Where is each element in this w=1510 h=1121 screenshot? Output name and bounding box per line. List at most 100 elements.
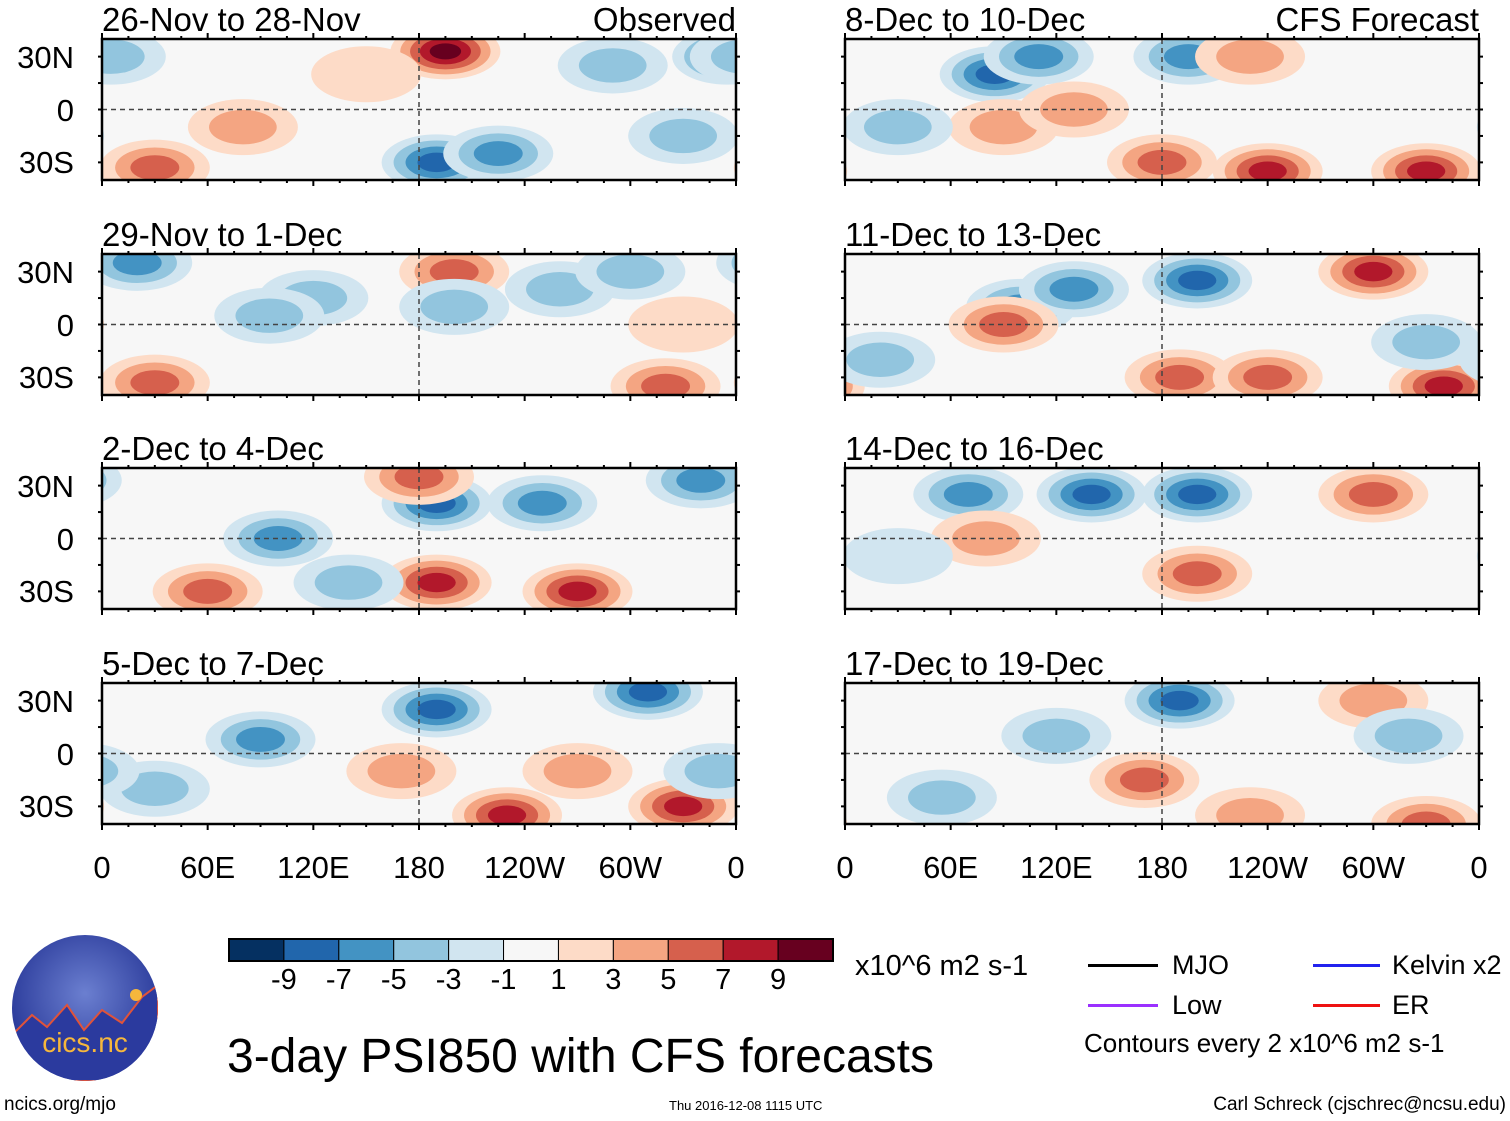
colorbar-label: 7 [715,964,732,996]
colorbar-units: x10^6 m2 s-1 [855,950,1029,982]
colorbar-swatch [448,938,505,962]
anomaly-contour [417,572,456,593]
anomaly-contour [1407,161,1446,180]
mjo-line-swatch [1088,964,1158,967]
anomaly-contour-wrap [752,804,831,844]
anomaly-contour [676,468,726,493]
anomaly-contour [487,805,527,824]
map-panel [761,33,1483,187]
anomaly-contour [311,46,422,103]
anomaly-contour [130,370,180,395]
anomaly-contour-wrap [845,334,848,350]
footer-url: ncics.org/mjo [4,1094,116,1115]
lon-label: 60W [598,850,663,885]
colorbar-label: -9 [271,964,297,996]
panel-title: 5-Dec to 7-Dec [102,645,324,682]
anomaly-contour [1022,718,1091,754]
lon-label: 180 [1136,850,1188,885]
anomaly-contour [429,259,479,285]
anomaly-contour-wrap [764,155,813,180]
colorbar-label: 9 [770,964,787,996]
anomaly-contour [420,289,489,325]
anomaly-contour [952,521,1020,556]
anomaly-contour-wrap [733,780,736,797]
legend-low: Low [1172,990,1222,1020]
footer-timestamp: Thu 2016-12-08 1115 UTC [669,1098,823,1113]
anomaly-contour-wrap [741,719,809,753]
map-panel [741,677,1483,844]
anomaly-contour [1178,484,1217,505]
anomaly-contour-wrap [761,155,823,187]
anomaly-contour-wrap [845,373,853,395]
lon-label: 180 [393,850,445,885]
anomaly-contour-wrap [733,374,736,391]
anomaly-contour [1374,718,1443,754]
lon-label: 60W [1341,850,1406,885]
colorbar-swatch [283,938,340,962]
lat-label: 30S [18,360,74,396]
lat-label: 30S [18,574,74,610]
anomaly-contour-wrap [1480,343,1510,377]
anomaly-contour [664,796,703,817]
lon-label: 0 [93,850,111,885]
colorbar-label: 3 [605,964,622,996]
panel-title: 14-Dec to 16-Dec [845,430,1104,467]
anomaly-contour-wrap [102,468,122,502]
colorbar-label: 5 [660,964,677,996]
anomaly-contour-wrap [845,163,848,179]
anomaly-contour [1424,376,1463,395]
anomaly-contour [1248,161,1287,180]
kelvin-line-swatch [1313,964,1380,967]
anomaly-contour-wrap [755,772,823,806]
anomaly-contour-wrap [747,250,796,275]
anomaly-contour [253,526,303,551]
legend-mjo: MJO [1172,950,1229,980]
anomaly-contour [979,312,1028,337]
mountain-icon [12,983,158,1081]
anomaly-contour [1137,149,1187,175]
lat-label: 0 [56,736,74,772]
lat-label: 30N [17,468,74,504]
anomaly-contour [102,39,145,74]
anomaly-contour [112,254,162,276]
anomaly-contour-wrap [733,159,736,176]
lon-label: 120W [484,850,566,885]
anomaly-contour [1216,797,1284,824]
anomaly-contour [473,141,523,167]
anomaly-contour [558,581,597,602]
lat-label: 0 [56,521,74,557]
colorbar-swatch [777,938,834,962]
anomaly-contour [943,481,993,507]
colorbar-swatch [393,938,450,962]
anomaly-contour [526,272,594,307]
logo-text: cics.nc [42,1027,128,1058]
cics-logo: cics.nc [12,935,158,1081]
anomaly-contour [578,48,647,83]
anomaly-contour [1243,364,1293,390]
anomaly-contour [517,490,567,516]
anomaly-contour-wrap [758,325,826,359]
anomaly-contour [684,753,736,789]
colorbar-label: -7 [325,964,352,996]
lat-label: 30N [17,683,74,719]
legend-er: ER [1392,990,1430,1020]
anomaly-contour [209,109,277,145]
panel-title: 8-Dec to 10-Dec [845,1,1086,38]
panel-title: 2-Dec to 4-Dec [102,430,324,467]
anomaly-contour [1392,324,1461,360]
anomaly-contour-wrap [773,161,811,180]
map-panel [758,248,1510,402]
colorbar-swatch [503,938,559,962]
anomaly-contour-wrap [779,370,841,402]
anomaly-contour [908,780,976,815]
panel-tag: CFS Forecast [1275,1,1479,38]
panel-title: 11-Dec to 13-Dec [845,216,1102,253]
lon-label: 120E [1020,850,1093,885]
map-panel [98,248,796,401]
colorbar-swatch [228,938,285,962]
anomaly-contour [367,753,436,789]
lon-label: 0 [1470,850,1488,885]
anomaly-contour [596,254,665,289]
lat-label: 30S [18,145,74,181]
